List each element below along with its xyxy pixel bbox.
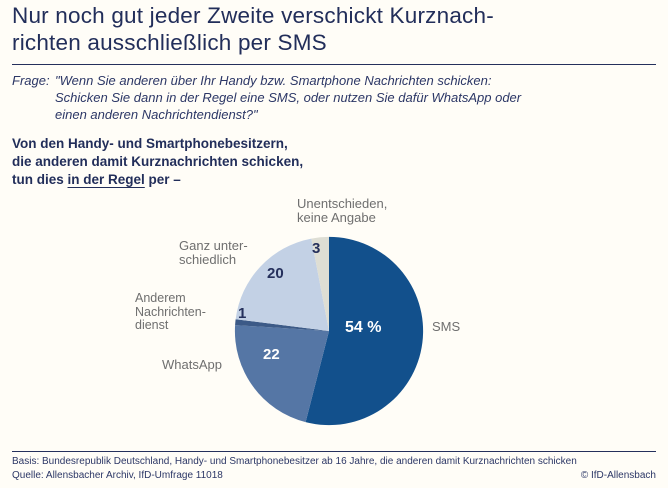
question-line-2: Schicken Sie dann in der Regel eine SMS,… bbox=[55, 90, 522, 105]
basis-note: Basis: Bundesrepublik Deutschland, Handy… bbox=[12, 456, 577, 467]
value-ganz-unterschiedlich: 20 bbox=[267, 265, 284, 282]
question-block: Frage: "Wenn Sie anderen über Ihr Handy … bbox=[12, 72, 652, 123]
label-whatsapp: WhatsApp bbox=[162, 357, 222, 372]
label-sms: SMS bbox=[432, 319, 461, 334]
pie-slice-unentschieden bbox=[311, 236, 329, 331]
lead-in-line-3: tun dies in der Regel per – bbox=[12, 172, 181, 187]
copyright-note: © IfD-Allensbach bbox=[580, 470, 656, 481]
pie-slice-sms bbox=[305, 236, 424, 426]
label-ganz-unterschiedlich: Ganz unter- schiedlich bbox=[179, 238, 248, 267]
label-anderer-nachrichtendienst: Anderem Nachrichten- dienst bbox=[135, 291, 206, 332]
value-sms: 54 % bbox=[345, 319, 382, 336]
footer-divider bbox=[12, 451, 656, 452]
value-unentschieden: 3 bbox=[312, 240, 321, 257]
page-title-line-1: Nur noch gut jeder Zweite verschickt Kur… bbox=[12, 3, 494, 28]
pie-slice-whatsapp bbox=[234, 325, 329, 423]
question-label: Frage: bbox=[12, 73, 50, 88]
question-line-3: einen anderen Nachrichtendienst?" bbox=[55, 107, 258, 122]
value-whatsapp: 22 bbox=[263, 346, 280, 363]
value-anderer-nachrichtendienst: 1 bbox=[238, 305, 247, 322]
lead-in-line-2: die anderen damit Kurznachrichten schick… bbox=[12, 154, 304, 169]
label-unentschieden: Unentschieden, keine Angabe bbox=[297, 196, 388, 225]
pie-chart bbox=[234, 236, 424, 426]
pie-slice-ganz-unterschiedlich bbox=[235, 238, 329, 331]
lead-in-line-1: Von den Handy- und Smartphonebesitzern, bbox=[12, 136, 288, 151]
page-title-line-2: richten ausschließlich per SMS bbox=[12, 30, 327, 55]
title-divider bbox=[12, 64, 656, 65]
pie-slice-anderer-nachrichtendienst bbox=[235, 319, 329, 331]
chart-lead-in: Von den Handy- und Smartphonebesitzern, … bbox=[12, 135, 303, 189]
page-title: Nur noch gut jeder Zweite verschickt Kur… bbox=[12, 2, 652, 56]
source-note: Quelle: Allensbacher Archiv, IfD-Umfrage… bbox=[12, 470, 223, 481]
underlined-phrase: in der Regel bbox=[67, 172, 145, 187]
question-line-1: "Wenn Sie anderen über Ihr Handy bzw. Sm… bbox=[55, 73, 492, 88]
